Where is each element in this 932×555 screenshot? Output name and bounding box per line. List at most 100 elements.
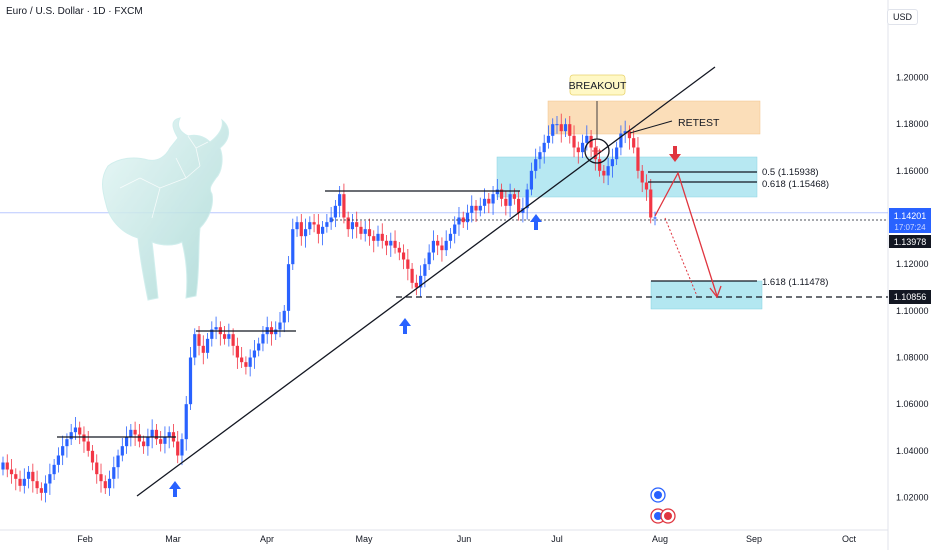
candle-bull	[205, 338, 210, 353]
candle-bull	[427, 252, 431, 265]
y-tick-label: 1.20000	[896, 73, 929, 83]
y-tick-label: 1.10000	[896, 306, 929, 316]
candle-bull	[338, 194, 342, 206]
flag-icon[interactable]	[650, 508, 676, 524]
candle-bear	[393, 240, 397, 248]
marker-2-value: 1.10856	[894, 292, 927, 302]
candle-bull	[419, 275, 423, 288]
candle-bull	[188, 357, 193, 405]
candle-bear	[598, 159, 602, 171]
candle-bull	[65, 439, 69, 447]
candle-bull	[363, 229, 367, 234]
countdown-value: 17:07:24	[894, 223, 926, 232]
candle-bear	[312, 222, 316, 225]
candle-bull	[431, 240, 436, 253]
candle-bull	[282, 310, 286, 323]
candle-bull	[529, 170, 534, 190]
candle-bull	[44, 483, 48, 493]
candle-bull	[227, 334, 231, 339]
candle-bull	[278, 322, 282, 330]
candle-bear	[142, 441, 146, 447]
candle-bear	[35, 481, 39, 489]
candle-bear	[517, 198, 521, 213]
candle-bull	[350, 222, 355, 230]
currency-button[interactable]: USD	[886, 9, 918, 25]
candle-bear	[31, 471, 35, 482]
trendline	[136, 66, 716, 497]
candle-bull	[325, 222, 329, 227]
candle-bull	[623, 131, 627, 134]
candle-bull	[653, 217, 657, 219]
up-arrow-icon	[530, 214, 542, 230]
candle-bear	[568, 124, 572, 136]
y-tick-label: 1.06000	[896, 399, 929, 409]
breakout-label-box	[569, 74, 626, 96]
y-tick-label: 1.02000	[896, 493, 929, 503]
candle-bear	[86, 441, 90, 451]
candle-bear	[367, 229, 372, 237]
candle-bull	[120, 446, 124, 456]
fib-0618-label: 0.618 (1.15468)	[762, 179, 829, 190]
candle-bull	[482, 198, 487, 206]
candle-bear	[9, 469, 14, 475]
candle-bull	[329, 217, 333, 223]
retest-label: RETEST	[678, 117, 720, 129]
candle-bull	[538, 152, 542, 160]
candle-bear	[384, 240, 389, 246]
candle-bear	[627, 131, 632, 139]
candle-bull	[308, 222, 312, 230]
candle-bull	[248, 357, 252, 367]
candle-bear	[406, 259, 410, 269]
x-tick-label: Jul	[551, 534, 563, 544]
candle-bear	[487, 198, 491, 204]
up-arrow-icon	[169, 481, 181, 497]
candle-bear	[461, 217, 465, 223]
down-arrow-icon	[669, 146, 681, 162]
fib-1618-label: 1.618 (1.11478)	[762, 277, 828, 288]
candle-bear	[99, 474, 103, 482]
candle-bear	[197, 334, 201, 346]
candle-bull	[56, 455, 60, 465]
candle-bull	[112, 467, 116, 479]
candle-bear	[576, 147, 580, 153]
candle-bull	[470, 205, 474, 213]
candle-bear	[401, 252, 406, 260]
candle-bull	[551, 124, 555, 136]
candle-bull	[193, 334, 197, 358]
candle-bull	[321, 226, 325, 234]
candle-bear	[589, 135, 593, 148]
x-tick-label: Mar	[165, 534, 181, 544]
candle-bull	[303, 229, 308, 237]
candle-bear	[14, 474, 18, 479]
candle-bear	[602, 170, 606, 176]
candle-bear	[632, 138, 636, 148]
candle-bear	[231, 334, 235, 346]
candle-bull	[286, 264, 291, 311]
candle-bear	[359, 226, 363, 234]
candle-bull	[610, 159, 614, 167]
target-zone	[650, 280, 763, 310]
candle-bear	[380, 233, 384, 241]
candle-bull	[606, 166, 610, 176]
event-icon[interactable]	[650, 487, 666, 503]
time-axis[interactable]: Feb Mar Apr May Jun Jul Aug Sep Oct	[77, 534, 856, 544]
candle-bull	[26, 471, 31, 479]
breakout-zone	[547, 100, 761, 135]
candle-bull	[124, 436, 129, 447]
candle-bull	[376, 233, 380, 241]
candle-bull	[542, 142, 546, 153]
price-axis[interactable]: 1.02000 1.04000 1.06000 1.08000 1.10000 1.120…	[896, 73, 929, 503]
candle-bear	[299, 222, 303, 237]
candle-bear	[240, 357, 244, 363]
candle-bear	[235, 345, 239, 358]
y-tick-label: 1.18000	[896, 119, 929, 129]
x-tick-label: Feb	[77, 534, 93, 544]
candle-bull	[478, 205, 482, 211]
candle-bull	[274, 329, 278, 335]
candle-bull	[22, 478, 26, 486]
bull-icon	[102, 117, 229, 301]
candle-bull	[525, 189, 529, 209]
candle-bear	[154, 429, 159, 440]
